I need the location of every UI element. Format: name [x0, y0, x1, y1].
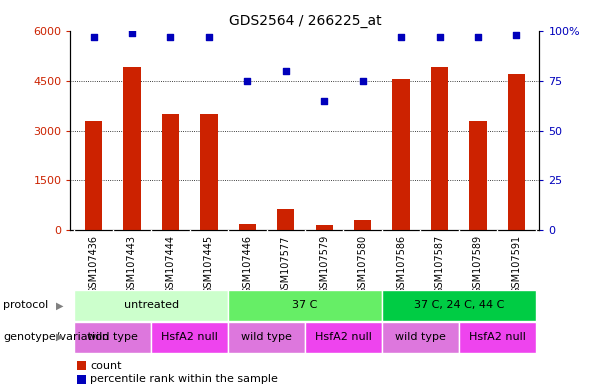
Text: GSM107446: GSM107446: [242, 235, 253, 294]
Text: count: count: [90, 361, 121, 371]
Bar: [228, 290, 382, 321]
Text: GSM107443: GSM107443: [127, 235, 137, 294]
Text: HsfA2 null: HsfA2 null: [161, 332, 218, 342]
Bar: [151, 322, 228, 353]
Bar: [354, 220, 371, 230]
Point: [319, 98, 329, 104]
Bar: [382, 322, 459, 353]
Bar: [238, 224, 256, 230]
Point: [511, 31, 521, 38]
Text: GSM107587: GSM107587: [435, 235, 444, 295]
Text: GSM107580: GSM107580: [357, 235, 368, 294]
Text: GSM107436: GSM107436: [88, 235, 99, 294]
Bar: [382, 290, 536, 321]
Bar: [392, 79, 409, 230]
Point: [204, 34, 214, 40]
Point: [473, 34, 483, 40]
Text: GSM107445: GSM107445: [204, 235, 214, 294]
Text: GSM107579: GSM107579: [319, 235, 329, 295]
Point: [166, 34, 175, 40]
Point: [127, 30, 137, 36]
Text: ▶: ▶: [56, 332, 64, 342]
Bar: [316, 225, 333, 230]
Text: ▶: ▶: [56, 300, 64, 310]
Text: wild type: wild type: [87, 332, 138, 342]
Bar: [508, 74, 525, 230]
Text: HsfA2 null: HsfA2 null: [469, 332, 525, 342]
Point: [396, 34, 406, 40]
Text: GSM107577: GSM107577: [281, 235, 291, 295]
Text: GSM107589: GSM107589: [473, 235, 483, 294]
Text: GSM107591: GSM107591: [511, 235, 522, 294]
Bar: [200, 114, 218, 230]
Text: protocol: protocol: [3, 300, 48, 310]
Bar: [277, 209, 294, 230]
Bar: [459, 322, 536, 353]
Bar: [305, 322, 382, 353]
Text: GSM107444: GSM107444: [166, 235, 175, 294]
Bar: [431, 67, 448, 230]
Point: [435, 34, 444, 40]
Text: wild type: wild type: [241, 332, 292, 342]
Point: [358, 78, 368, 84]
Title: GDS2564 / 266225_at: GDS2564 / 266225_at: [229, 14, 381, 28]
Point: [89, 34, 99, 40]
Text: 37 C, 24 C, 44 C: 37 C, 24 C, 44 C: [414, 300, 504, 310]
Text: 37 C: 37 C: [292, 300, 318, 310]
Text: GSM107586: GSM107586: [396, 235, 406, 294]
Text: HsfA2 null: HsfA2 null: [315, 332, 372, 342]
Point: [281, 68, 291, 74]
Bar: [123, 67, 140, 230]
Bar: [162, 114, 179, 230]
Bar: [228, 322, 305, 353]
Bar: [74, 290, 228, 321]
Point: [242, 78, 252, 84]
Bar: [85, 121, 102, 230]
Text: percentile rank within the sample: percentile rank within the sample: [90, 374, 278, 384]
Text: genotype/variation: genotype/variation: [3, 332, 109, 342]
Bar: [74, 322, 151, 353]
Bar: [470, 121, 487, 230]
Text: untreated: untreated: [124, 300, 179, 310]
Text: wild type: wild type: [395, 332, 446, 342]
